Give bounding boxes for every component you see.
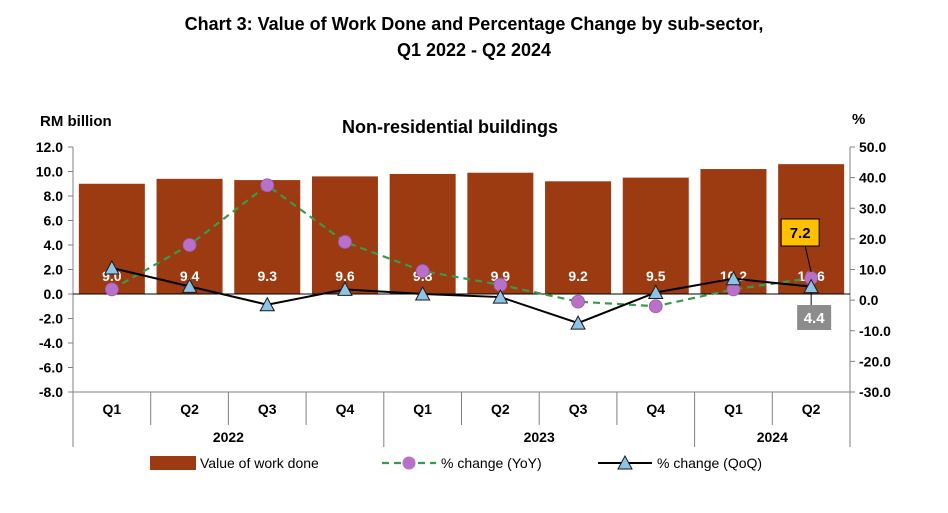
yoy-point — [648, 299, 663, 314]
left-axis-tick-label: 2.0 — [44, 262, 64, 278]
right-axis-tick-label: 0.0 — [859, 292, 879, 308]
category-label: Q3 — [569, 401, 588, 417]
left-axis-tick-label: 6.0 — [44, 213, 64, 229]
left-axis-tick-label: 10.0 — [36, 164, 63, 180]
right-axis-unit: % — [852, 111, 865, 128]
left-axis-tick-label: 4.0 — [44, 237, 64, 253]
right-axis-tick-label: 20.0 — [859, 231, 886, 247]
year-label: 2024 — [757, 429, 788, 445]
qoq-point — [570, 315, 586, 330]
legend-qoq-marker — [617, 454, 633, 470]
bar-value-of-work-done — [156, 178, 223, 294]
category-label: Q2 — [802, 401, 821, 417]
right-axis-tick-label: 50.0 — [859, 139, 886, 155]
year-label: 2022 — [213, 429, 244, 445]
qoq-point — [414, 285, 431, 301]
bar-value-of-work-done — [622, 177, 689, 294]
bar-value-of-work-done — [234, 180, 301, 294]
qoq-point — [647, 284, 664, 299]
bar-data-label: 9.6 — [335, 268, 355, 284]
right-axis-tick-label: 40.0 — [859, 170, 886, 186]
left-axis-tick-label: -2.0 — [39, 311, 63, 327]
left-axis-tick-label: 12.0 — [36, 139, 63, 155]
right-axis-tick-label: -30.0 — [859, 384, 891, 400]
legend-label-yoy: % change (YoY) — [441, 455, 542, 471]
bar-data-label: 9.2 — [568, 268, 588, 284]
left-axis-tick-label: 8.0 — [44, 188, 64, 204]
right-axis-tick-label: -20.0 — [859, 353, 891, 369]
category-label: Q1 — [724, 401, 743, 417]
chart-title-line-2: Q1 2022 - Q2 2024 — [396, 40, 552, 60]
yoy-point — [415, 264, 430, 278]
left-axis-tick-label: -4.0 — [39, 335, 63, 351]
qoq-callout-box — [797, 305, 832, 330]
left-axis-tick-label: 0.0 — [44, 286, 64, 302]
yoy-callout-leader — [804, 245, 812, 273]
yoy-callout-label: 7.2 — [790, 225, 811, 242]
qoq-point — [181, 278, 198, 293]
year-label: 2023 — [524, 429, 555, 445]
right-axis-tick-label: 30.0 — [859, 200, 886, 216]
category-label: Q2 — [180, 401, 199, 417]
legend-label-value-of-work-done: Value of work done — [200, 455, 319, 471]
bar-data-label: 9.3 — [258, 268, 278, 284]
yoy-point — [260, 178, 275, 193]
qoq-point — [104, 259, 120, 275]
right-axis-tick-label: -10.0 — [859, 323, 891, 339]
category-label: Q1 — [103, 401, 122, 417]
category-label: Q2 — [491, 401, 510, 417]
left-axis-tick-label: -8.0 — [39, 384, 63, 400]
category-label: Q3 — [258, 401, 277, 417]
yoy-point — [104, 282, 119, 297]
chart-title-line-1: Chart 3: Value of Work Done and Percenta… — [184, 14, 764, 34]
bar-value-of-work-done — [467, 172, 534, 294]
yoy-point — [571, 294, 585, 309]
bar-data-label: 9.5 — [646, 268, 666, 284]
qoq-point — [337, 281, 353, 296]
bar-data-label: 9.4 — [180, 268, 200, 284]
category-label: Q4 — [336, 401, 355, 417]
qoq-point — [259, 296, 276, 312]
qoq-point — [725, 270, 742, 286]
left-axis-tick-label: -6.0 — [39, 360, 63, 376]
category-label: Q1 — [413, 401, 432, 417]
qoq-point — [492, 289, 509, 304]
right-axis-tick-label: 10.0 — [859, 262, 886, 278]
yoy-point — [182, 238, 197, 252]
qoq-callout-label: 4.4 — [804, 310, 826, 327]
yoy-series-line — [111, 183, 812, 308]
yoy-point — [338, 235, 352, 249]
left-axis-unit: RM billion — [40, 113, 112, 130]
legend-label-qoq: % change (QoQ) — [657, 455, 762, 471]
legend-yoy-marker — [402, 456, 416, 470]
chart-subtitle: Non-residential buildings — [342, 117, 558, 137]
bar-value-of-work-done — [545, 181, 612, 294]
qoq-series-line — [111, 266, 812, 325]
legend-bar-swatch — [150, 456, 196, 470]
category-label: Q4 — [646, 401, 665, 417]
yoy-callout-box — [780, 218, 820, 247]
